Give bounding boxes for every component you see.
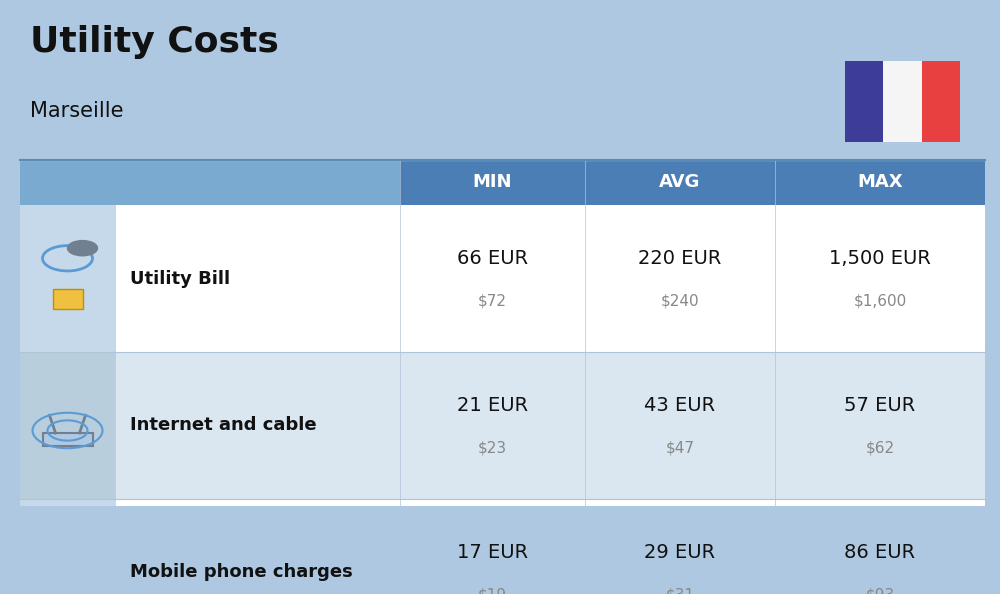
FancyBboxPatch shape (46, 551, 88, 594)
Bar (58, 563, 66, 567)
Bar (55, 562, 80, 593)
Text: $240: $240 (661, 294, 699, 309)
Bar (115, 205, 400, 352)
Text: MAX: MAX (857, 173, 903, 191)
Bar (883, 61, 922, 142)
Text: 86 EUR: 86 EUR (844, 542, 916, 561)
Text: $62: $62 (865, 441, 895, 456)
Bar (68, 573, 76, 577)
Text: 21 EUR: 21 EUR (457, 396, 528, 415)
Text: 57 EUR: 57 EUR (844, 396, 916, 415)
Text: 1,500 EUR: 1,500 EUR (829, 249, 931, 268)
Text: Utility Costs: Utility Costs (30, 26, 279, 59)
Text: 17 EUR: 17 EUR (457, 542, 528, 561)
Text: Internet and cable: Internet and cable (130, 416, 317, 434)
Text: 43 EUR: 43 EUR (644, 396, 716, 415)
Bar (20, 499, 115, 594)
Bar (68, 563, 76, 567)
Bar (400, 499, 985, 594)
Text: $72: $72 (478, 294, 507, 309)
Text: $47: $47 (665, 441, 694, 456)
Text: Utility Bill: Utility Bill (130, 270, 230, 287)
Bar (58, 573, 66, 577)
Text: MIN: MIN (473, 173, 512, 191)
Bar (400, 352, 985, 499)
Bar (42, 433, 92, 446)
Bar (53, 289, 82, 309)
Text: Mobile phone charges: Mobile phone charges (130, 563, 353, 582)
Text: $93: $93 (865, 587, 895, 594)
Text: $31: $31 (665, 587, 695, 594)
Text: $1,600: $1,600 (853, 294, 907, 309)
Bar (845, 61, 883, 142)
Bar (20, 205, 115, 352)
Bar (922, 61, 960, 142)
Text: 66 EUR: 66 EUR (457, 249, 528, 268)
Text: $19: $19 (478, 587, 507, 594)
Text: 220 EUR: 220 EUR (638, 249, 722, 268)
Bar (20, 352, 115, 499)
Text: 29 EUR: 29 EUR (644, 542, 716, 561)
Text: $23: $23 (478, 441, 507, 456)
Bar (400, 205, 985, 352)
Bar (115, 499, 400, 594)
Text: AVG: AVG (659, 173, 701, 191)
Bar (20, 160, 400, 205)
Text: Marseille: Marseille (30, 102, 124, 121)
Circle shape (68, 241, 98, 256)
Bar (400, 160, 985, 205)
Bar (115, 352, 400, 499)
